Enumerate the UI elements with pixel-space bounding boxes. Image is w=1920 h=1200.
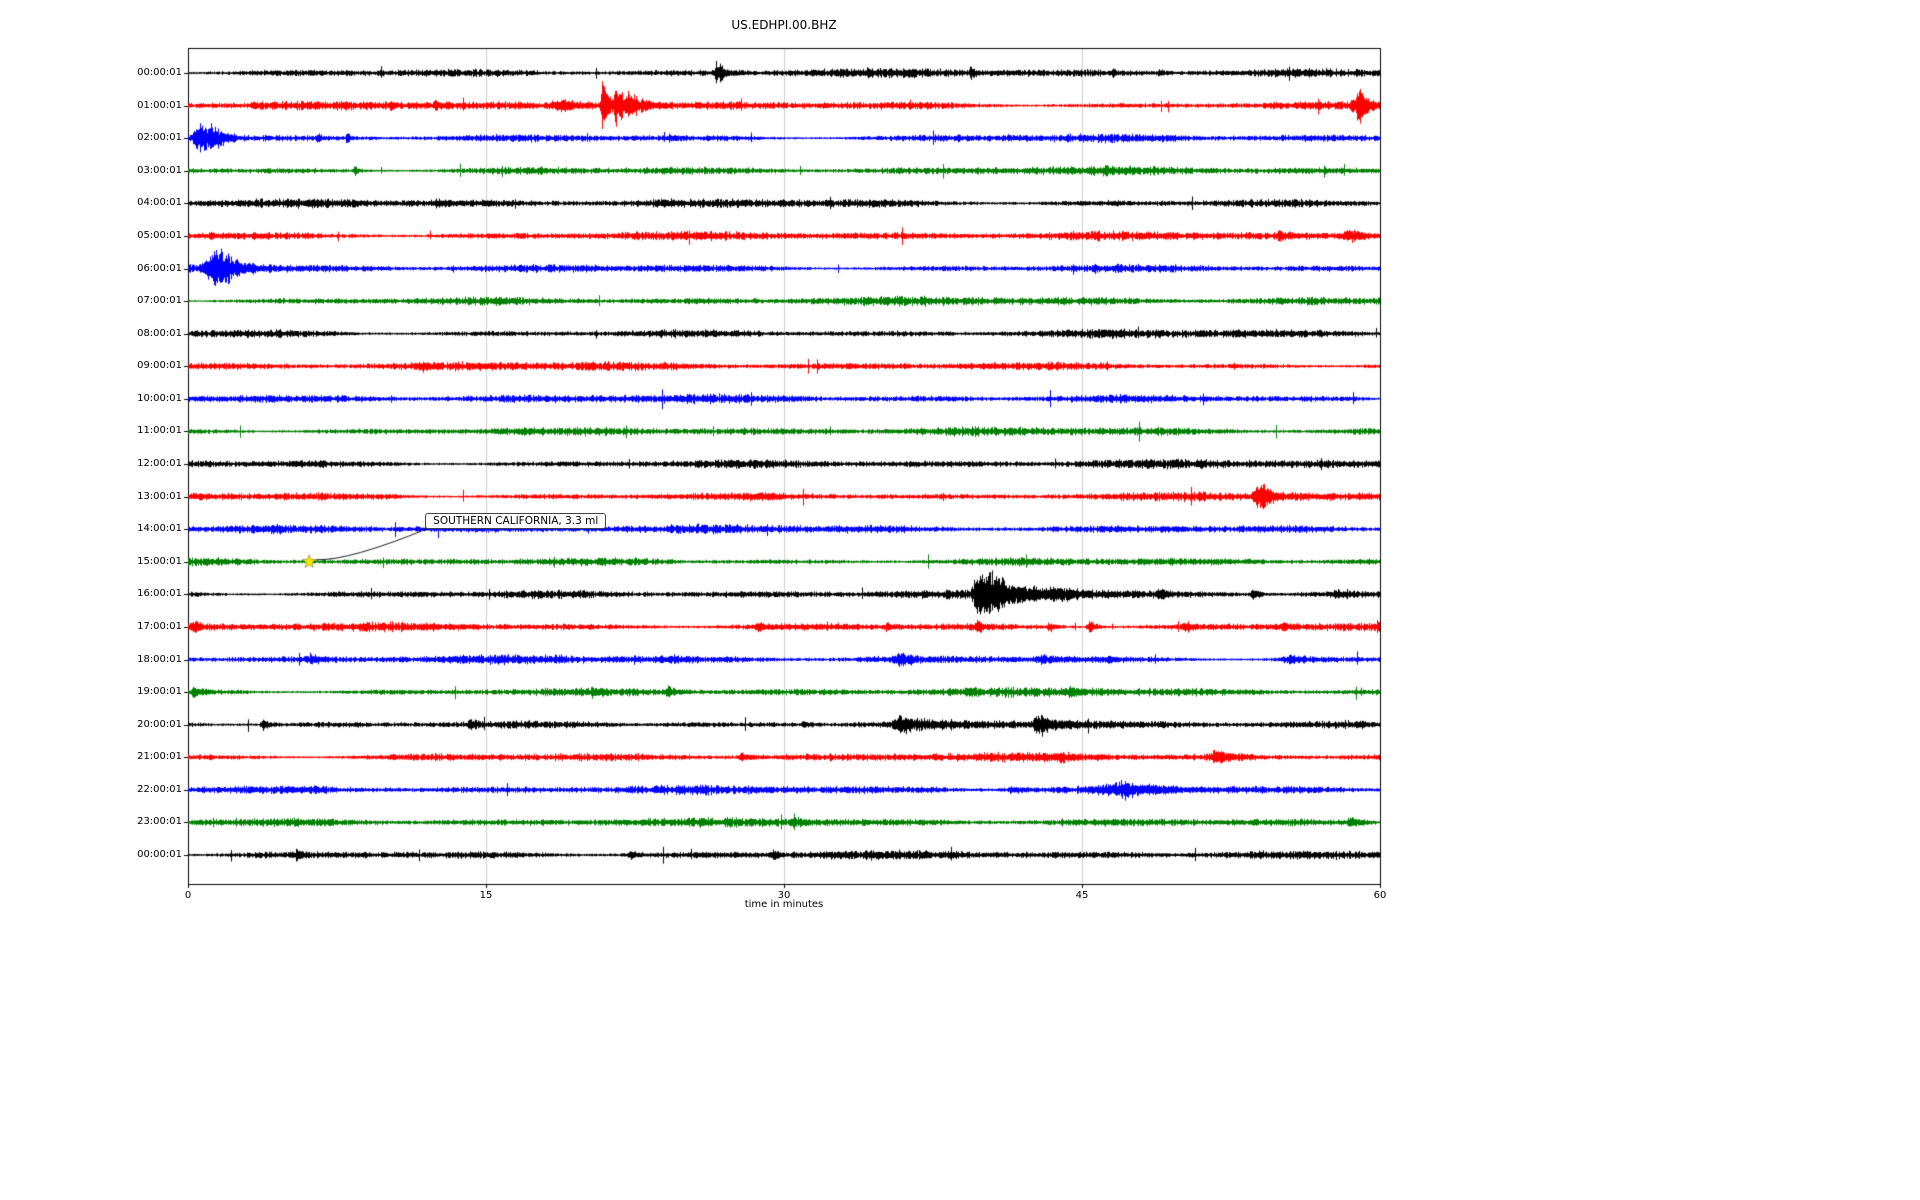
x-axis-label: time in minutes [744,899,824,910]
chart-title: US.EDHPI.00.BHZ [731,18,837,32]
row-label: 14:00:01 [137,523,182,535]
row-label: 23:00:01 [137,816,182,828]
event-annotation: SOUTHERN CALIFORNIA, 3.3 ml [425,512,607,529]
row-label: 07:00:01 [137,295,182,307]
row-label: 10:00:01 [137,392,182,404]
row-label: 22:00:01 [137,783,182,795]
row-label: 15:00:01 [137,555,182,567]
row-label: 13:00:01 [137,490,182,502]
row-label: 01:00:01 [137,99,182,111]
row-label: 00:00:01 [137,849,182,860]
x-tick-label: 30 [777,890,791,901]
row-label: 19:00:01 [137,686,182,698]
row-label: 09:00:01 [137,360,182,372]
row-label: 08:00:01 [137,327,182,339]
row-label: 16:00:01 [137,588,182,600]
x-tick-label: 60 [1373,890,1387,901]
x-tick-label: 0 [184,890,192,901]
row-label: 21:00:01 [137,751,182,763]
row-label: 11:00:01 [137,425,182,437]
x-tick-label: 15 [479,890,493,901]
row-label: 02:00:01 [137,132,182,144]
row-label: 03:00:01 [137,164,182,176]
row-label: 17:00:01 [137,620,182,632]
x-tick-label: 45 [1075,890,1089,901]
row-label: 05:00:01 [137,229,182,241]
row-label: 04:00:01 [137,197,182,209]
row-label: 20:00:01 [137,718,182,730]
row-label: 00:00:01 [137,67,182,78]
row-label: 18:00:01 [137,653,182,665]
row-label: 06:00:01 [137,262,182,274]
row-label: 12:00:01 [137,458,182,469]
